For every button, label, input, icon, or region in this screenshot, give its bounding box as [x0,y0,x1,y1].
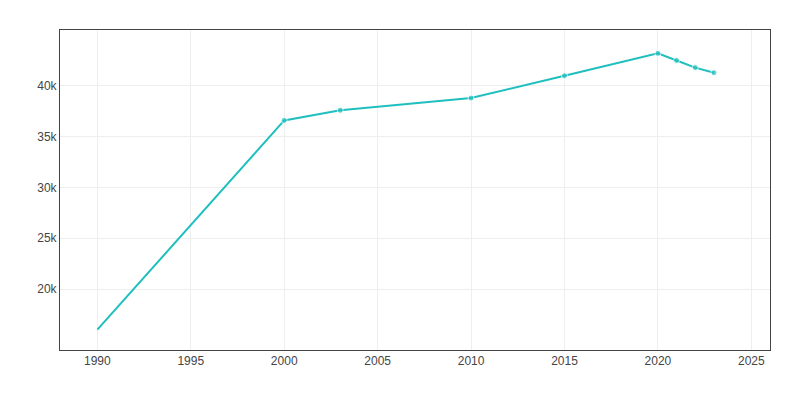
svg-text:2015: 2015 [551,354,578,368]
svg-text:25k: 25k [37,231,57,245]
svg-text:2000: 2000 [271,354,298,368]
svg-text:30k: 30k [37,181,57,195]
svg-text:2020: 2020 [645,354,672,368]
svg-text:2010: 2010 [458,354,485,368]
svg-text:40k: 40k [37,79,57,93]
svg-text:2005: 2005 [364,354,391,368]
svg-text:1990: 1990 [84,354,111,368]
svg-text:35k: 35k [37,130,57,144]
svg-text:20k: 20k [37,282,57,296]
svg-text:1995: 1995 [177,354,204,368]
svg-text:2025: 2025 [738,354,765,368]
